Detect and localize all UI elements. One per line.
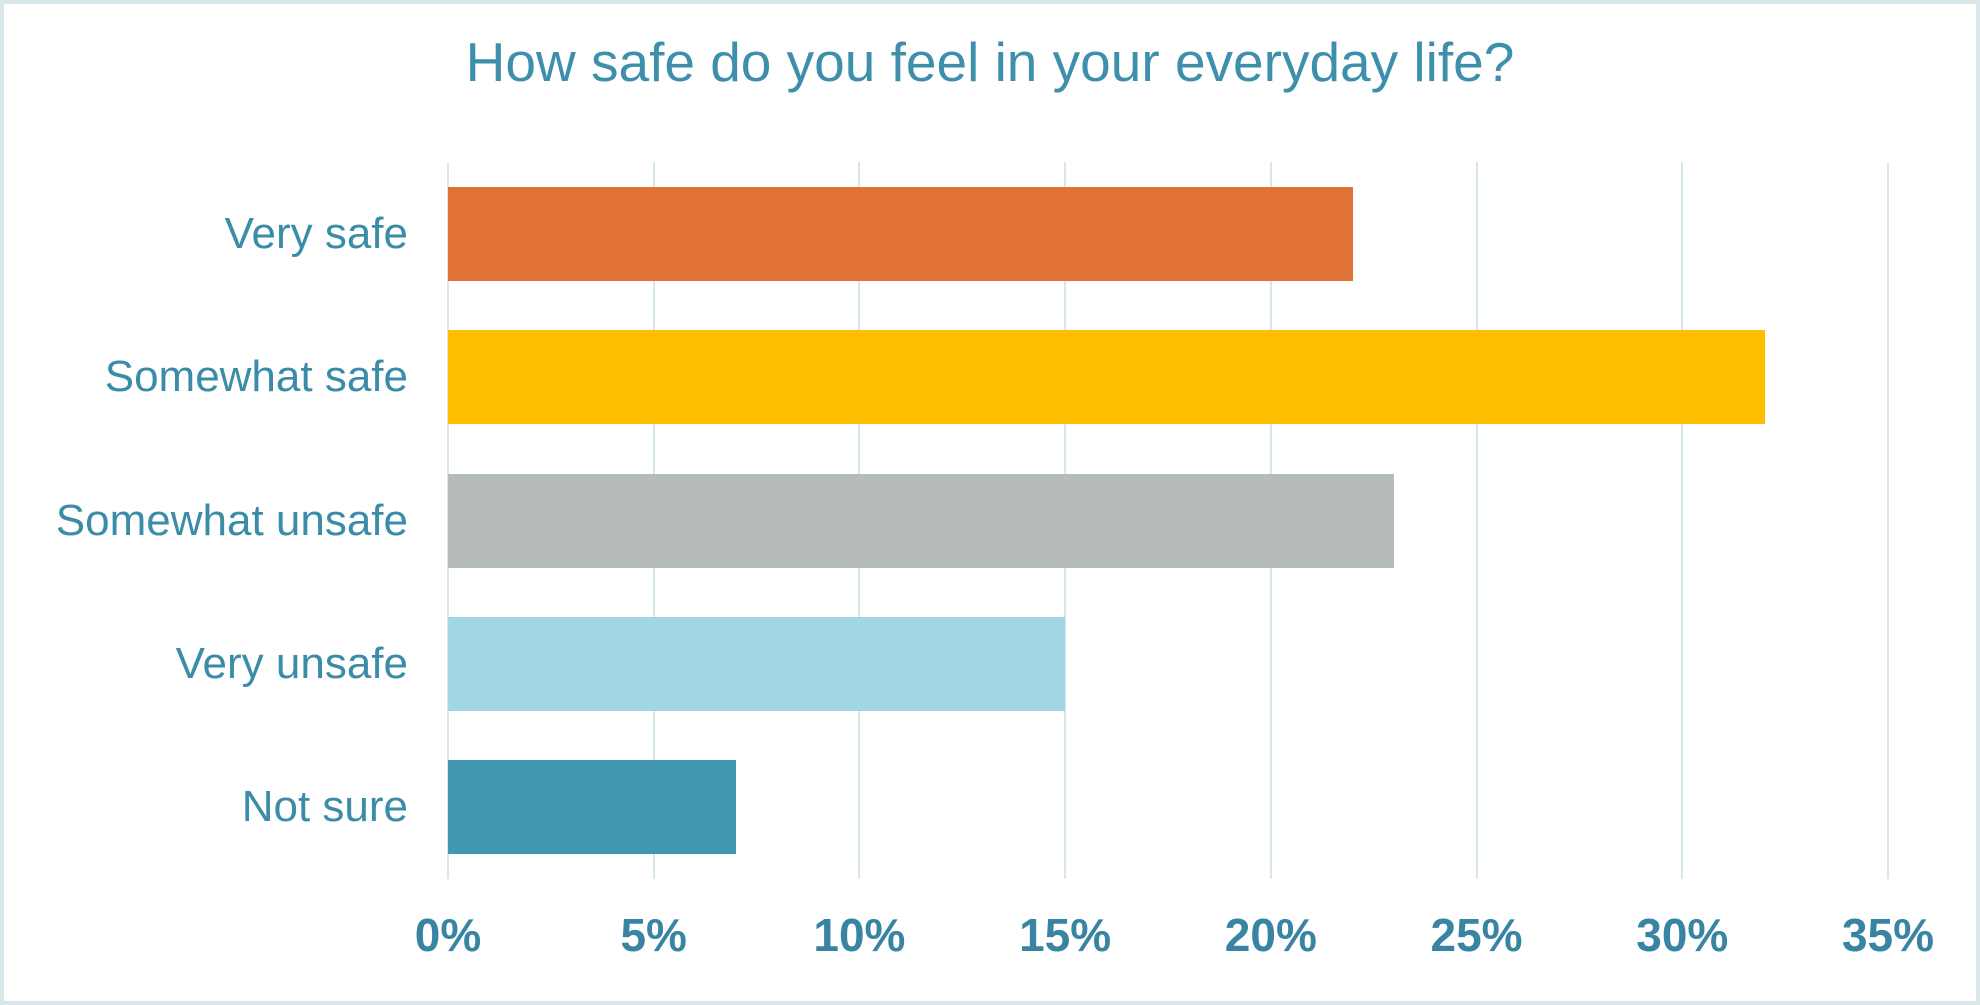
- bar-very-unsafe: [448, 616, 1066, 711]
- x-tick-label: 15%: [1019, 909, 1112, 961]
- x-tick-label: 25%: [1430, 909, 1523, 961]
- bar-not-sure: [448, 760, 736, 855]
- category-label: Somewhat safe: [104, 352, 408, 402]
- gridline: [1681, 162, 1684, 879]
- x-tick-label: 10%: [813, 909, 906, 961]
- category-label: Very safe: [224, 208, 408, 258]
- plot-area: [447, 162, 1889, 879]
- gridline: [1475, 162, 1478, 879]
- category-label: Not sure: [241, 782, 408, 832]
- category-label: Very unsafe: [175, 638, 408, 688]
- x-tick-label: 35%: [1841, 909, 1935, 961]
- x-tick-label: 20%: [1224, 909, 1317, 961]
- bar-somewhat-unsafe: [448, 473, 1395, 568]
- gridline: [1887, 162, 1889, 879]
- bar-somewhat-safe: [448, 330, 1765, 425]
- x-tick-label: 0%: [414, 909, 482, 961]
- bar-very-safe: [448, 186, 1354, 281]
- x-tick-label: 5%: [620, 909, 687, 961]
- x-tick-label: 30%: [1636, 909, 1729, 961]
- category-label: Somewhat unsafe: [55, 495, 408, 545]
- chart-title: How safe do you feel in your everyday li…: [465, 31, 1515, 93]
